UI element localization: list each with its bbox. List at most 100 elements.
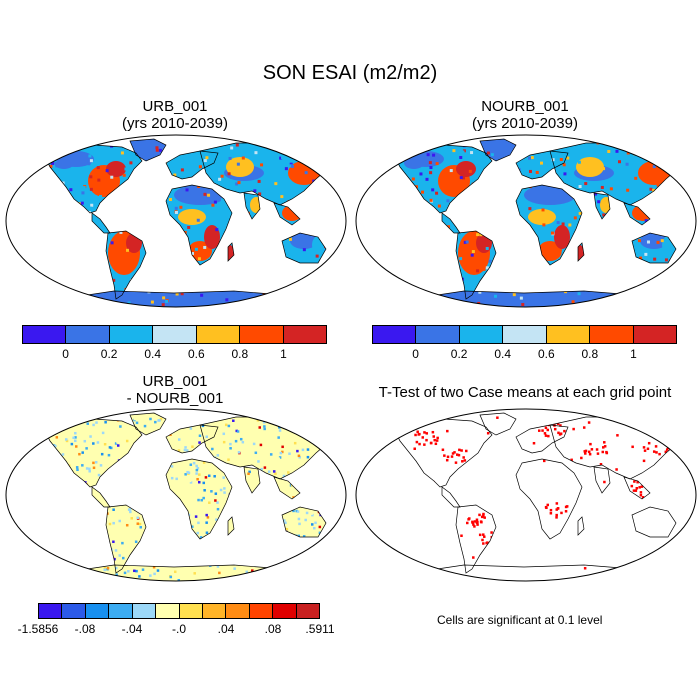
grid-cell bbox=[130, 485, 134, 488]
grid-cell bbox=[11, 447, 14, 450]
significant-cell bbox=[446, 455, 450, 459]
grid-cell bbox=[687, 236, 690, 239]
grid-cell bbox=[274, 560, 277, 564]
significant-cell bbox=[496, 416, 499, 419]
colorbar-swatch-4 bbox=[132, 604, 157, 618]
grid-cell bbox=[102, 491, 105, 494]
grid-cell bbox=[301, 470, 304, 474]
grid-cell bbox=[482, 267, 486, 271]
grid-cell bbox=[301, 433, 305, 436]
grid-cell bbox=[48, 190, 52, 194]
significant-cell bbox=[665, 448, 669, 451]
grid-cell bbox=[333, 413, 336, 414]
grid-cell bbox=[411, 145, 415, 149]
grid-cell bbox=[334, 210, 336, 214]
grid-cell bbox=[253, 189, 257, 193]
grid-cell bbox=[314, 471, 317, 475]
colorbar-tick-label: 0.8 bbox=[231, 347, 249, 361]
grid-cell bbox=[173, 547, 177, 550]
region-high bbox=[282, 205, 302, 221]
grid-cell bbox=[185, 415, 188, 419]
grid-cell bbox=[328, 535, 332, 538]
significant-cell bbox=[519, 528, 522, 532]
colorbar-tick-label: 0.2 bbox=[450, 347, 468, 361]
grid-cell bbox=[326, 176, 330, 180]
grid-cell bbox=[61, 502, 64, 505]
significant-cell bbox=[438, 408, 441, 411]
grid-cell bbox=[243, 139, 247, 140]
grid-cell bbox=[180, 495, 183, 499]
grid-cell bbox=[329, 484, 332, 488]
grid-cell bbox=[177, 423, 180, 426]
grid-cell bbox=[387, 220, 390, 223]
significant-cell bbox=[458, 448, 461, 452]
grid-cell bbox=[316, 505, 320, 508]
grid-cell bbox=[224, 541, 228, 545]
grid-cell bbox=[169, 504, 173, 508]
grid-cell bbox=[10, 271, 13, 274]
grid-cell bbox=[662, 215, 666, 219]
grid-cell bbox=[169, 259, 173, 263]
grid-cell bbox=[341, 452, 344, 455]
grid-cell bbox=[377, 168, 380, 171]
grid-cell bbox=[470, 241, 474, 245]
grid-cell bbox=[330, 237, 334, 241]
colorbar-tick-label: 0.4 bbox=[494, 347, 512, 361]
grid-cell bbox=[527, 272, 531, 276]
grid-cell bbox=[40, 458, 43, 461]
grid-cell bbox=[175, 477, 178, 481]
grid-cell bbox=[313, 526, 316, 530]
grid-cell bbox=[322, 228, 326, 232]
grid-cell bbox=[342, 180, 345, 183]
grid-cell bbox=[162, 488, 166, 492]
significant-cell bbox=[697, 548, 698, 551]
grid-cell bbox=[263, 466, 267, 469]
grid-cell bbox=[28, 574, 31, 577]
grid-cell bbox=[44, 194, 46, 198]
grid-cell bbox=[103, 508, 106, 512]
grid-cell bbox=[285, 554, 288, 557]
grid-cell bbox=[517, 230, 521, 234]
region-high bbox=[456, 161, 476, 177]
grid-cell bbox=[324, 421, 327, 425]
grid-cell bbox=[159, 434, 163, 438]
grid-cell bbox=[61, 453, 65, 456]
grid-cell bbox=[600, 185, 604, 189]
significant-cell bbox=[634, 489, 638, 492]
significant-cell bbox=[559, 424, 562, 427]
grid-cell bbox=[114, 566, 118, 570]
grid-cell bbox=[75, 487, 78, 490]
grid-cell bbox=[323, 462, 327, 465]
grid-cell bbox=[88, 154, 92, 158]
grid-cell bbox=[527, 281, 531, 285]
grid-cell bbox=[37, 262, 40, 265]
grid-cell bbox=[273, 407, 276, 410]
grid-cell bbox=[460, 303, 464, 307]
grid-cell bbox=[85, 447, 88, 450]
significant-cell bbox=[587, 450, 591, 454]
grid-cell bbox=[44, 219, 47, 223]
grid-cell bbox=[46, 561, 49, 565]
grid-cell bbox=[365, 286, 368, 289]
grid-cell bbox=[170, 144, 174, 148]
grid-cell bbox=[90, 237, 94, 241]
grid-cell bbox=[116, 441, 119, 444]
grid-cell bbox=[419, 172, 423, 176]
significant-cell bbox=[409, 567, 413, 571]
grid-cell bbox=[265, 553, 268, 557]
grid-cell bbox=[688, 189, 691, 192]
grid-cell bbox=[250, 409, 253, 412]
grid-cell bbox=[238, 257, 242, 261]
grid-cell bbox=[624, 218, 628, 222]
colorbar-swatch-5 bbox=[590, 326, 634, 343]
grid-cell bbox=[399, 289, 403, 293]
grid-cell bbox=[225, 298, 229, 302]
grid-cell bbox=[267, 219, 271, 223]
grid-cell bbox=[22, 435, 25, 438]
grid-cell bbox=[270, 543, 273, 547]
grid-cell bbox=[262, 280, 266, 284]
grid-cell bbox=[115, 573, 118, 576]
grid-cell bbox=[123, 489, 127, 492]
grid-cell bbox=[509, 211, 513, 215]
grid-cell bbox=[523, 253, 527, 257]
